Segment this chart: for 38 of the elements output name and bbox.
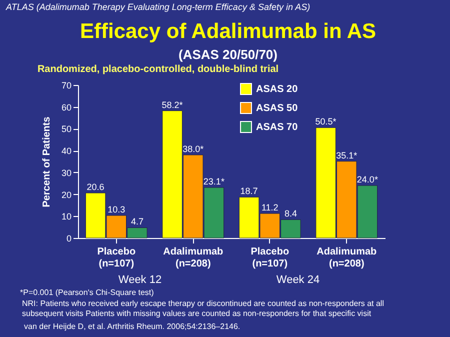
text: Week 12 [118, 274, 162, 286]
data-label: 35.1* [336, 150, 358, 160]
y-tick-label: 40 [61, 146, 72, 156]
text: subsequent visits Patients with missing values are counted as non-responders for that specific visit [22, 309, 372, 318]
x-tick-label: Adalimumab (n=208) [163, 246, 224, 270]
data-label: 20.6 [86, 182, 104, 192]
text: Randomized, placebo-controlled, double-blind trial [37, 64, 279, 75]
data-label: 38.0* [182, 144, 204, 154]
data-label: 10.3 [108, 204, 126, 214]
y-axis-title: Percent of Patients [41, 116, 52, 208]
data-label: 4.7 [130, 216, 144, 227]
y-tick-label: 50 [61, 124, 72, 134]
y-tick-label: 0 [66, 234, 72, 244]
x-tick-label: Adalimumab (n=208) [316, 246, 377, 270]
data-label: 50.5* [315, 116, 337, 127]
text: van der Heijde D, et al. Arthritis Rheum. 2006;54:2136–2146. [24, 322, 240, 331]
x-tick-label: Placebo (n=107) [250, 246, 290, 270]
data-label: 18.7 [240, 186, 258, 196]
chart-subtitle: (ASAS 20/50/70) [178, 47, 278, 62]
y-tick-label: 60 [61, 102, 72, 112]
data-label: 8.4 [284, 208, 297, 219]
data-label: 24.0* [356, 174, 378, 185]
legend-label: ASAS 70 [256, 122, 298, 133]
x-tick-label: Placebo (n=107) [97, 246, 136, 270]
data-label: 11.2 [261, 202, 278, 213]
y-tick-label: 10 [61, 212, 72, 222]
y-tick-label: 30 [61, 168, 72, 178]
data-label: 58.2* [162, 100, 184, 110]
text: *P=0.001 (Pearson's Chi-Square test) [20, 288, 154, 297]
y-tick-label: 70 [61, 80, 72, 90]
text: Week 24 [276, 274, 320, 286]
legend-label: ASAS 50 [256, 103, 298, 114]
data-label: 23.1* [203, 176, 225, 187]
y-tick-label: 20 [61, 190, 72, 200]
text: NRI: Patients who received early escape therapy or discontinued are counted as non-responders at all [22, 299, 384, 308]
legend-label: ASAS 20 [256, 84, 298, 95]
text: ATLAS (Adalimumab Therapy Evaluating Long-term Efficacy & Safety in AS) [5, 2, 310, 12]
chart-title: Efficacy of Adalimumab in AS [80, 20, 376, 43]
